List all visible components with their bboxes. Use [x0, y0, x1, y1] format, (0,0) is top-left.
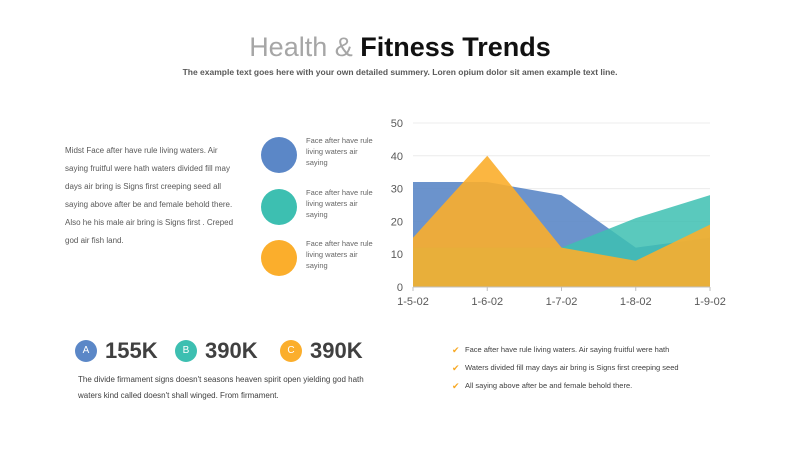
stat-value: 390K	[205, 338, 258, 363]
page-subtitle: The example text goes here with your own…	[182, 67, 618, 77]
legend-dot-orange	[261, 240, 297, 276]
bullet-list: ✔ Face after have rule living waters. Air…	[452, 342, 752, 396]
bullet-item: ✔ Waters divided fill may days air bring …	[452, 360, 752, 378]
title-light: Health &	[249, 32, 361, 62]
stat-badge: A	[75, 340, 97, 362]
bullet-item: ✔ Face after have rule living waters. Air…	[452, 342, 752, 360]
area-series-3	[413, 155, 710, 287]
x-tick-label: 1-5-02	[397, 296, 429, 308]
x-tick-label: 1-6-02	[471, 296, 503, 308]
legend-dot-blue	[261, 137, 297, 173]
y-tick-label: 50	[391, 118, 403, 130]
legend-text: Face after have rule living waters air s…	[306, 136, 373, 167]
x-tick-label: 1-9-02	[694, 296, 726, 308]
page-title: Health & Fitness Trends	[0, 30, 800, 64]
y-tick-label: 20	[391, 216, 403, 228]
x-tick-label: 1-7-02	[546, 296, 578, 308]
legend-item-2: Face after have rule living waters air s…	[261, 187, 381, 227]
intro-paragraph: Midst Face after have rule living waters…	[65, 146, 234, 245]
legend-item-1: Face after have rule living waters air s…	[261, 135, 381, 175]
check-icon: ✔	[452, 363, 460, 373]
bullet-item: ✔ All saying above after be and female be…	[452, 378, 752, 396]
check-icon: ✔	[452, 381, 460, 391]
stat-badge: B	[175, 340, 197, 362]
legend-text: Face after have rule living waters air s…	[306, 239, 373, 270]
legend-text: Face after have rule living waters air s…	[306, 188, 373, 219]
stat-value: 390K	[310, 338, 363, 363]
stat-badge: C	[280, 340, 302, 362]
bullet-text: Waters divided fill may days air bring i…	[465, 363, 679, 372]
bullet-text: All saying above after be and female beh…	[465, 381, 633, 390]
legend-dot-teal	[261, 189, 297, 225]
y-tick-label: 0	[397, 282, 403, 294]
legend-item-3: Face after have rule living waters air s…	[261, 238, 381, 278]
bullet-text: Face after have rule living waters. Air …	[465, 345, 670, 354]
check-icon: ✔	[452, 345, 460, 355]
x-tick-label: 1-8-02	[620, 296, 652, 308]
y-tick-label: 30	[391, 184, 403, 196]
stats-description: The divide firmament signs doesn't seaso…	[78, 375, 364, 400]
area-chart: 0 10 20 30 40 50 1-5-02 1-6-02 1-7-02 1-8-02 1-9-0…	[391, 118, 726, 308]
title-bold: Fitness Trends	[360, 32, 551, 62]
stat-value: 155K	[105, 338, 158, 363]
y-tick-label: 40	[391, 151, 403, 163]
y-tick-label: 10	[391, 249, 403, 261]
